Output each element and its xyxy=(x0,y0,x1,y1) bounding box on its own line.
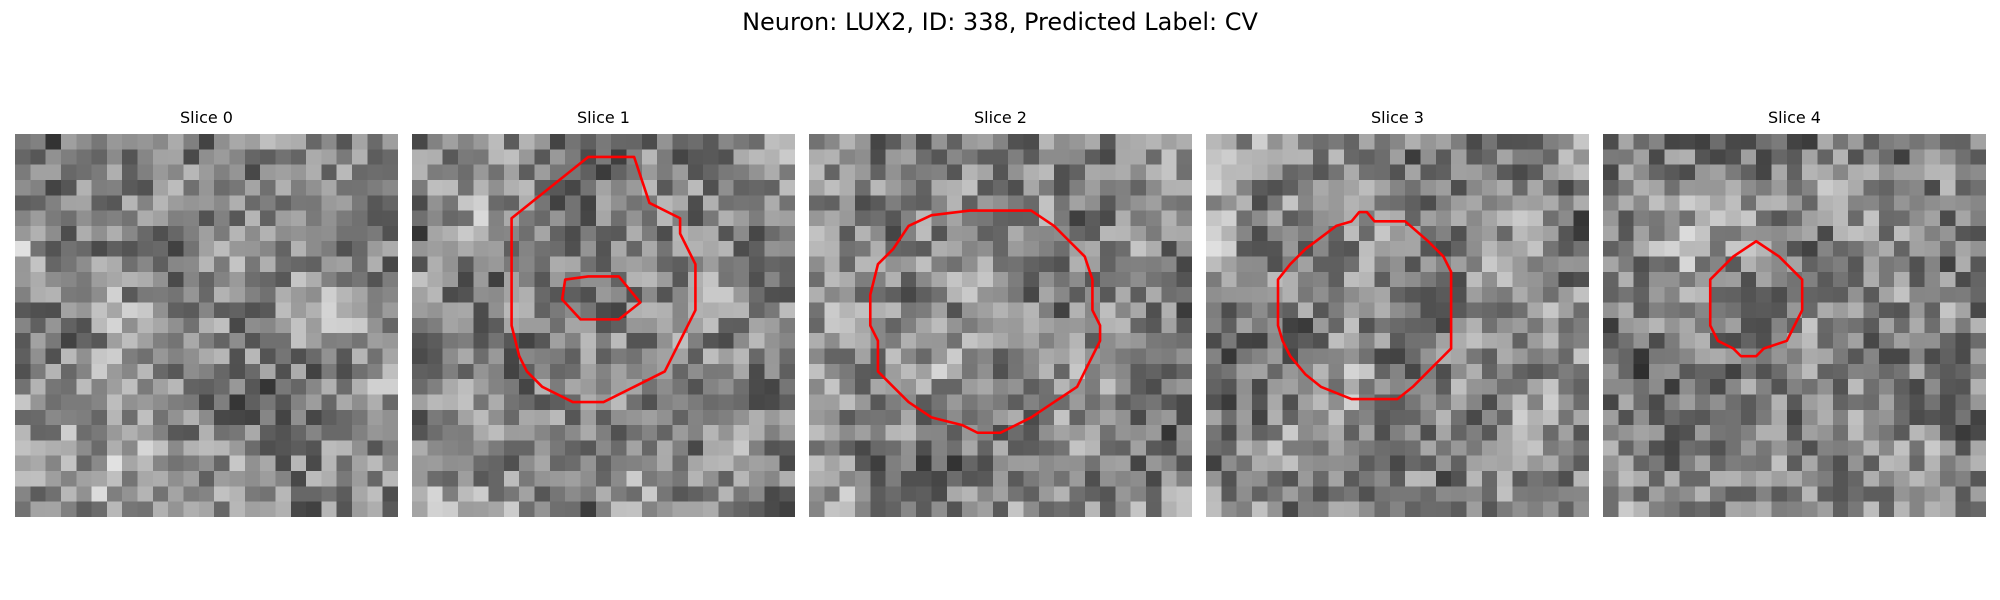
slice-image xyxy=(1206,134,1589,517)
slice-panel-2: Slice 2 xyxy=(809,106,1192,517)
slice-title: Slice 1 xyxy=(577,108,630,127)
slice-panel-1: Slice 1 xyxy=(412,106,795,517)
slice-image xyxy=(809,134,1192,517)
roi-contour xyxy=(870,211,1100,433)
slice-image xyxy=(15,134,398,517)
roi-contour-overlay xyxy=(809,134,1192,517)
slice-title: Slice 3 xyxy=(1371,108,1424,127)
roi-contour xyxy=(512,157,696,402)
slice-panel-4: Slice 4 xyxy=(1603,106,1986,517)
roi-contour-overlay xyxy=(1206,134,1589,517)
roi-contour xyxy=(1710,241,1802,356)
slice-image xyxy=(412,134,795,517)
roi-contour xyxy=(562,276,640,319)
figure-title: Neuron: LUX2, ID: 338, Predicted Label: … xyxy=(742,8,1258,36)
roi-contour-overlay xyxy=(15,134,398,517)
slice-panel-0: Slice 0 xyxy=(15,106,398,517)
slice-title: Slice 4 xyxy=(1768,108,1821,127)
roi-contour-overlay xyxy=(1603,134,1986,517)
roi-contour xyxy=(1278,212,1451,399)
roi-contour-overlay xyxy=(412,134,795,517)
slice-title: Slice 0 xyxy=(180,108,233,127)
slice-panel-3: Slice 3 xyxy=(1206,106,1589,517)
slice-title: Slice 2 xyxy=(974,108,1027,127)
